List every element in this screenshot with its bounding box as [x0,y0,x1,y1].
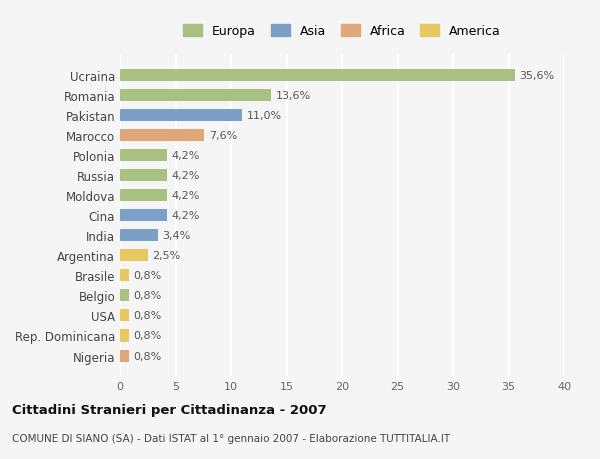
Text: 0,8%: 0,8% [133,351,161,361]
Text: 35,6%: 35,6% [520,71,555,81]
Bar [120,210,167,222]
Text: 4,2%: 4,2% [171,151,199,161]
Text: 0,8%: 0,8% [133,271,161,281]
Bar [120,170,167,182]
Text: 0,8%: 0,8% [133,291,161,301]
Bar [120,90,271,102]
Bar [120,350,129,362]
Bar [120,70,515,82]
Text: 0,8%: 0,8% [133,311,161,321]
Bar [120,130,205,142]
Bar [120,270,129,282]
Text: 4,2%: 4,2% [171,191,199,201]
Text: COMUNE DI SIANO (SA) - Dati ISTAT al 1° gennaio 2007 - Elaborazione TUTTITALIA.I: COMUNE DI SIANO (SA) - Dati ISTAT al 1° … [12,433,450,442]
Bar [120,250,148,262]
Bar [120,290,129,302]
Text: 13,6%: 13,6% [275,91,311,101]
Text: 4,2%: 4,2% [171,211,199,221]
Bar [120,230,158,242]
Text: 0,8%: 0,8% [133,331,161,341]
Bar [120,310,129,322]
Text: 4,2%: 4,2% [171,171,199,181]
Bar [120,150,167,162]
Bar [120,330,129,342]
Text: 11,0%: 11,0% [247,111,281,121]
Text: 2,5%: 2,5% [152,251,181,261]
Bar [120,110,242,122]
Legend: Europa, Asia, Africa, America: Europa, Asia, Africa, America [181,23,503,41]
Text: 7,6%: 7,6% [209,131,237,141]
Text: 3,4%: 3,4% [162,231,190,241]
Text: Cittadini Stranieri per Cittadinanza - 2007: Cittadini Stranieri per Cittadinanza - 2… [12,403,326,416]
Bar [120,190,167,202]
